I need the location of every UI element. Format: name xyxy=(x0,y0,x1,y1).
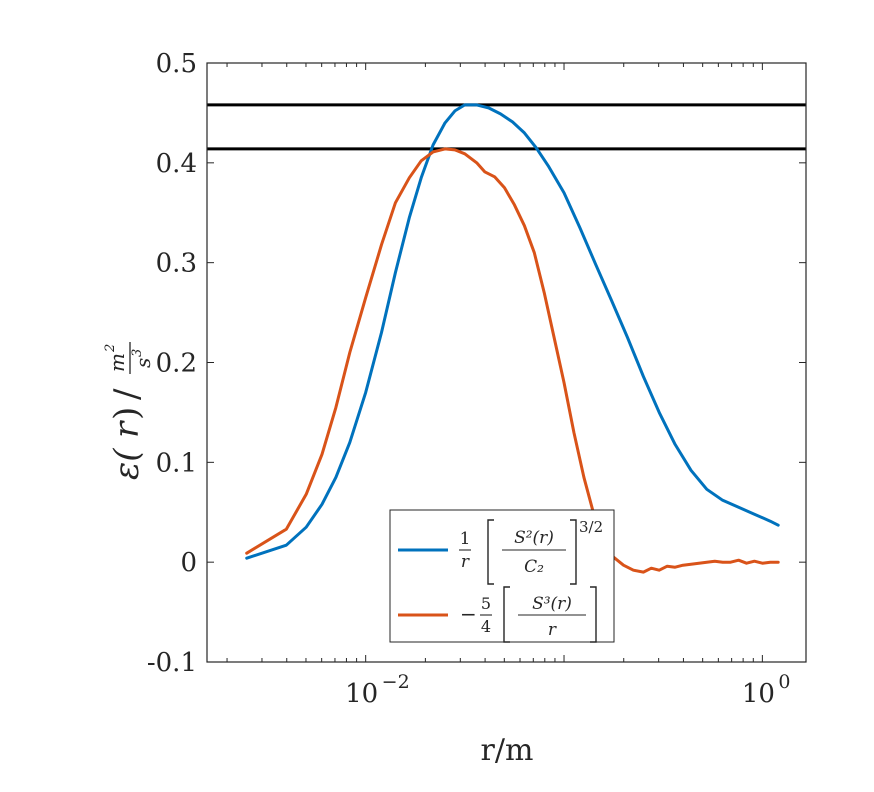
svg-text:C₂: C₂ xyxy=(524,557,544,577)
x-tick-label: 10 xyxy=(742,679,775,709)
legend-entry-1: 1 r S²(r) C₂ 3/2 xyxy=(398,518,603,585)
legend: 1 r S²(r) C₂ 3/2 − 5 4 S³(r) r xyxy=(389,509,615,643)
svg-text:s: s xyxy=(131,358,155,368)
ticks-layer: -0.100.10.20.30.40.510 −2 10 0 xyxy=(147,49,806,709)
svg-text:): ) xyxy=(107,407,147,420)
svg-text:S³(r): S³(r) xyxy=(532,594,572,614)
svg-text:r: r xyxy=(107,420,147,438)
x-tick-label-exponent: −2 xyxy=(382,671,410,693)
svg-text:3/2: 3/2 xyxy=(579,518,603,536)
svg-text:/: / xyxy=(107,388,147,400)
series-line-1 xyxy=(245,103,780,560)
svg-text:r: r xyxy=(548,620,557,640)
y-tick-label: 0.1 xyxy=(156,448,197,478)
hline-layer xyxy=(207,103,806,151)
y-tick-label: 0.2 xyxy=(156,349,197,379)
svg-text:r: r xyxy=(461,552,470,572)
svg-text:3: 3 xyxy=(130,349,145,357)
y-tick-label: 0 xyxy=(180,548,197,578)
y-tick-label: -0.1 xyxy=(147,648,197,678)
y-tick-label: 0.5 xyxy=(156,49,197,79)
y-tick-label: 0.3 xyxy=(156,249,197,279)
svg-text:2: 2 xyxy=(103,344,118,353)
x-tick-label: 10 xyxy=(345,679,378,709)
x-axis-label: r/m xyxy=(481,733,534,768)
y-axis-label: ε( r ) / m 2 s 3 xyxy=(103,342,155,480)
svg-text:1: 1 xyxy=(460,529,471,549)
svg-text:S²(r): S²(r) xyxy=(514,528,554,548)
svg-text:m: m xyxy=(105,353,129,372)
x-tick-label-exponent: 0 xyxy=(778,671,790,693)
svg-text:5: 5 xyxy=(481,594,491,613)
series-layer xyxy=(245,103,780,574)
y-tick-label: 0.4 xyxy=(156,149,197,179)
svg-text:−: − xyxy=(460,602,477,626)
svg-text:4: 4 xyxy=(481,617,491,636)
legend-entry-2: − 5 4 S³(r) r xyxy=(398,586,597,643)
series-line-2 xyxy=(245,147,780,574)
svg-text:ε(: ε( xyxy=(107,448,147,480)
